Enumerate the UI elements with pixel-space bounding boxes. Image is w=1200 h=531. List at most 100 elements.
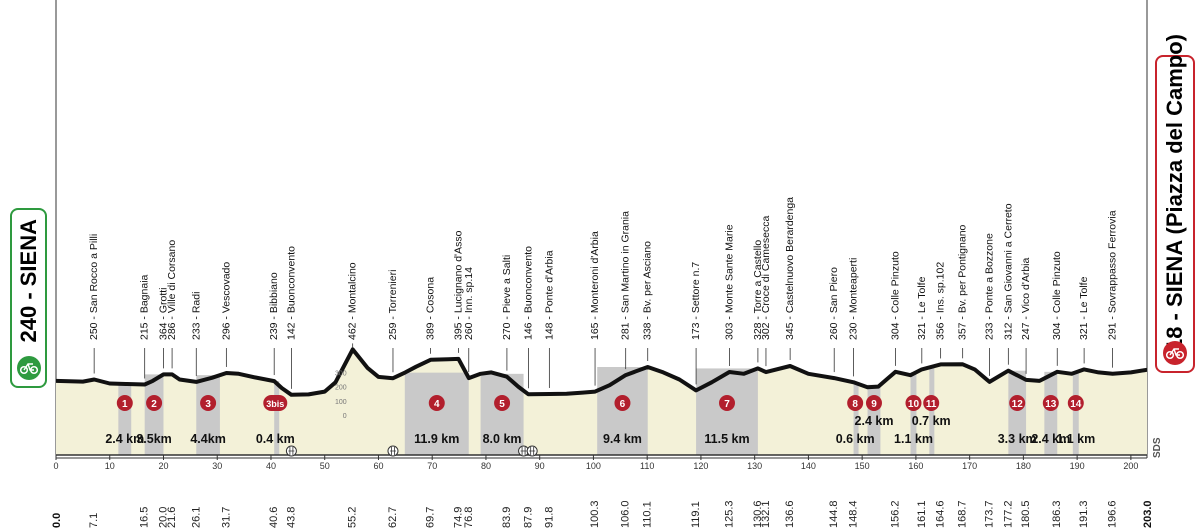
sector-band-14: [1072, 371, 1079, 455]
sector-number: 8: [852, 399, 858, 410]
km-label: 136.6: [784, 500, 796, 528]
km-label: 148.4: [848, 500, 860, 528]
landmark-label: 389 - Cosona: [425, 277, 437, 340]
km-label-endpoint: 0.0: [51, 513, 63, 528]
km-label: 43.8: [285, 507, 297, 528]
landmark-label: 281 - San Martino in Grania: [620, 211, 632, 340]
landmark-label: 247 - Vico d'Arbia: [1020, 257, 1032, 340]
km-label: 106.0: [620, 500, 632, 528]
km-label: 16.5: [139, 507, 151, 528]
sector-number: 3: [205, 399, 211, 410]
sector-number: 3bis: [266, 399, 284, 409]
landmark-label: 142 - Buonconvento: [285, 246, 297, 340]
start-badge: 240 - SIENA: [10, 208, 47, 388]
x-tick-label: 160: [908, 461, 923, 471]
bicycle-icon: [16, 356, 41, 380]
landmark-label: 233 - Radi: [190, 292, 202, 340]
km-label: 20.0: [157, 507, 169, 528]
sector-number: 4: [434, 399, 440, 410]
landmark-label: 173 - Settore n.7: [690, 262, 702, 340]
km-label: 74.9: [453, 507, 465, 528]
altitude-tick-label: 0: [343, 413, 347, 420]
finish-label: 318 - SIENA (Piazza del Campo): [1162, 34, 1187, 364]
landmark-label: 304 - Colle Pinzuto: [1051, 251, 1063, 340]
landmark-label: 259 - Torrenieri: [387, 270, 399, 340]
sector-band-6: [597, 367, 648, 455]
sector-marker-12: [1009, 395, 1026, 411]
x-tick-label: 70: [427, 461, 437, 471]
sector-length-label: 11.9 km: [414, 432, 459, 446]
x-tick-label: 60: [373, 461, 383, 471]
km-label: 144.8: [828, 500, 840, 528]
altitude-scale-layer: 300 200 100 0: [335, 370, 347, 420]
landmark-label: 260 - Inn. sp.14: [463, 267, 475, 340]
sector-number: 1: [122, 399, 128, 410]
sector-length-label: 1.1 km: [1056, 432, 1095, 446]
altitude-tick-label: 300: [335, 370, 347, 377]
km-label: 173.7: [984, 500, 996, 528]
sector-marker-8: [847, 395, 864, 411]
km-label: 196.6: [1107, 500, 1119, 528]
x-tick-label: 140: [801, 461, 816, 471]
km-label: 26.1: [190, 507, 202, 528]
altitude-tick-label: 100: [335, 399, 347, 406]
bicycle-icon: [1163, 341, 1187, 365]
x-tick-label: 170: [962, 461, 977, 471]
landmark-label: 328 - Torre a Castello: [752, 240, 764, 340]
x-tick-label: 120: [693, 461, 708, 471]
sector-number: 6: [620, 399, 626, 410]
sector-number: 2: [151, 399, 157, 410]
km-label: 100.3: [589, 500, 601, 528]
sector-band-10: [910, 372, 917, 455]
sector-marker-layer: 1 2 3 3bis 4 5 6 7 8 9 10 11 12 13 14: [116, 395, 1084, 411]
railway-crossing-mark: [520, 447, 527, 455]
km-label: 164.6: [935, 500, 947, 528]
landmark-label: 286 - Ville di Corsano: [166, 240, 178, 340]
km-label: 119.1: [690, 501, 702, 528]
km-label: 168.7: [957, 500, 969, 528]
profile-line-layer: [55, 347, 1148, 397]
sector-length-label: 11.5 km: [704, 432, 749, 446]
landmark-label: 364 - Grotti: [157, 287, 169, 340]
sector-length-label: 2.4 km: [105, 432, 144, 446]
landmark-label: 270 - Pieve a Salti: [501, 255, 513, 340]
sector-marker-13: [1042, 395, 1059, 411]
sector-marker-2: [146, 395, 163, 411]
x-tick-label: 130: [747, 461, 762, 471]
landmark-label: 303 - Monte Sante Marie: [723, 224, 735, 340]
x-tick-label: 150: [855, 461, 870, 471]
sector-length-label: 0.6 km: [836, 432, 875, 446]
sector-band-13: [1044, 371, 1058, 455]
landmark-label: 146 - Buonconvento: [522, 246, 534, 340]
km-label: 186.3: [1051, 500, 1063, 528]
sector-marker-11: [923, 395, 940, 411]
sector-marker-5: [494, 395, 511, 411]
landmark-label: 296 - Vescovado: [220, 262, 232, 340]
landmark-label: 345 - Castelnuovo Berardenga: [784, 197, 796, 340]
landmark-label: 148 - Ponte d'Arbia: [543, 250, 555, 340]
sector-marker-4: [428, 395, 445, 411]
km-label: 21.6: [166, 507, 178, 528]
km-label: 40.6: [268, 507, 280, 528]
sector-length-label: 4.4km: [190, 432, 225, 446]
landmark-label: 462 - Montalcino: [347, 262, 359, 340]
km-label: 130.6: [752, 500, 764, 528]
railway-crossing-mark: [529, 447, 536, 455]
km-label: 83.9: [501, 507, 513, 528]
x-tick-label: 90: [535, 461, 545, 471]
km-label: 191.3: [1078, 500, 1090, 528]
landmark-label: 215 - Bagnaia: [139, 274, 151, 340]
km-label: 180.5: [1020, 500, 1032, 528]
landmark-label-layer: 250 - San Rocco a Pilli 215 - Bagnaia 364 …: [88, 197, 1119, 389]
landmark-label: 233 - Ponte a Bozzone: [984, 233, 996, 340]
x-tick-label: 110: [640, 461, 654, 471]
sector-length-label: 0.4 km: [256, 432, 295, 446]
landmark-label: 321 - Le Tolfe: [1078, 276, 1090, 340]
profile-line: [55, 347, 1148, 397]
sector-length-label: 8.0 km: [483, 432, 522, 446]
x-tick-label: 190: [1070, 461, 1085, 471]
x-tick-label: 50: [320, 461, 330, 471]
railway-crossing-mark: [389, 447, 396, 455]
km-label: 91.8: [543, 507, 555, 528]
sector-number: 5: [499, 399, 505, 410]
